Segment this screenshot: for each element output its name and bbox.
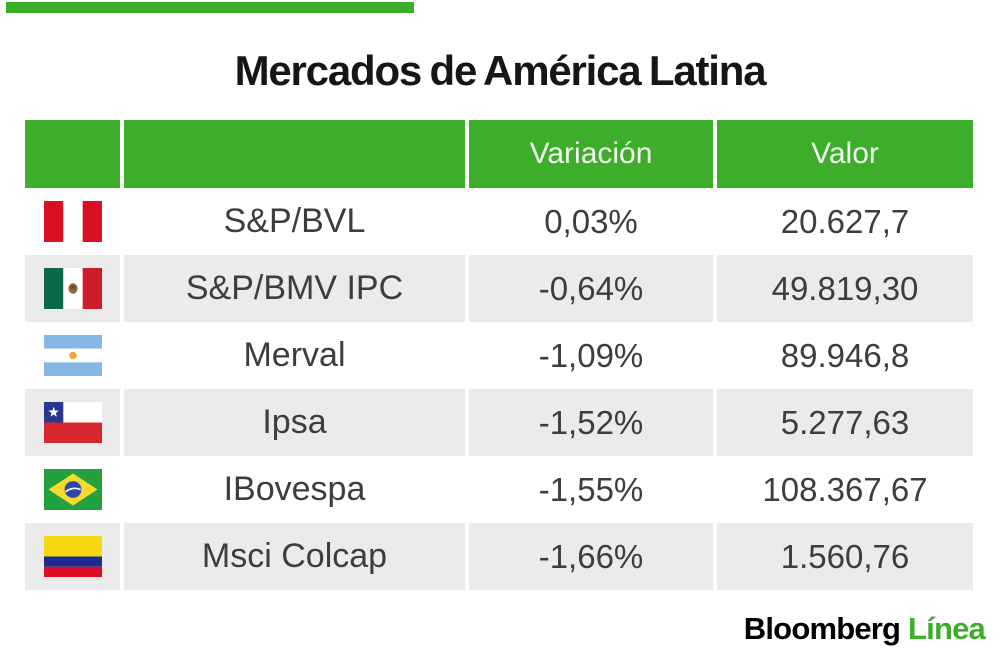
bloomberg-linea-logo: Bloomberg Línea xyxy=(743,611,986,647)
header-flag-cell xyxy=(25,120,120,188)
index-name: Merval xyxy=(243,336,346,374)
brazil-flag-icon xyxy=(43,469,102,510)
variation-value: -1,09% xyxy=(538,336,644,374)
table-row: S&P/BMV IPC -0,64% 49.819,30 xyxy=(25,255,973,322)
top-accent-bar xyxy=(6,2,414,13)
logo-text-bloomberg: Bloomberg xyxy=(743,611,901,646)
page-title: Mercados de América Latina xyxy=(234,47,767,94)
index-value: 1.560,76 xyxy=(717,523,973,590)
index-value: 108.367,67 xyxy=(762,470,928,508)
index-name: Msci Colcap xyxy=(124,523,465,590)
peru-flag-icon xyxy=(43,201,102,242)
table-row: Msci Colcap -1,66% 1.560,76 xyxy=(25,523,973,590)
index-value: 89.946,8 xyxy=(780,336,910,374)
index-name: IBovespa xyxy=(223,470,366,508)
index-name: S&P/BMV IPC xyxy=(124,255,465,322)
table-row: Merval -1,09% 89.946,8 xyxy=(25,322,973,389)
variation-value: 0,03% xyxy=(544,202,638,240)
index-name: S&P/BVL xyxy=(223,202,366,240)
flag-cell xyxy=(25,389,120,456)
flag-cell xyxy=(25,255,120,322)
table-row: Ipsa -1,52% 5.277,63 xyxy=(25,389,973,456)
flag-cell xyxy=(25,523,120,590)
header-variation-cell: Variación xyxy=(469,120,713,188)
header-name-cell xyxy=(124,120,465,188)
index-value: 20.627,7 xyxy=(780,202,910,240)
markets-table: Variación Valor S&P/BVL 0,03% 20.627,7 S… xyxy=(25,120,973,590)
argentina-flag-icon xyxy=(43,335,102,376)
chile-flag-icon xyxy=(43,402,102,443)
variation-value: -1,52% xyxy=(469,389,713,456)
flag-cell xyxy=(25,188,120,255)
index-value: 5.277,63 xyxy=(717,389,973,456)
variation-value: -0,64% xyxy=(469,255,713,322)
flag-cell xyxy=(25,456,120,523)
index-value: 49.819,30 xyxy=(717,255,973,322)
variation-value: -1,55% xyxy=(538,470,644,508)
header-value-cell: Valor xyxy=(717,120,973,188)
colombia-flag-icon xyxy=(43,536,102,577)
table-row: S&P/BVL 0,03% 20.627,7 xyxy=(25,188,973,255)
table-row: IBovespa -1,55% 108.367,67 xyxy=(25,456,973,523)
table-header-row: Variación Valor xyxy=(25,120,973,188)
index-name: Ipsa xyxy=(124,389,465,456)
variation-value: -1,66% xyxy=(469,523,713,590)
mexico-flag-icon xyxy=(43,268,102,309)
logo-text-linea: Línea xyxy=(908,611,986,646)
flag-cell xyxy=(25,322,120,389)
